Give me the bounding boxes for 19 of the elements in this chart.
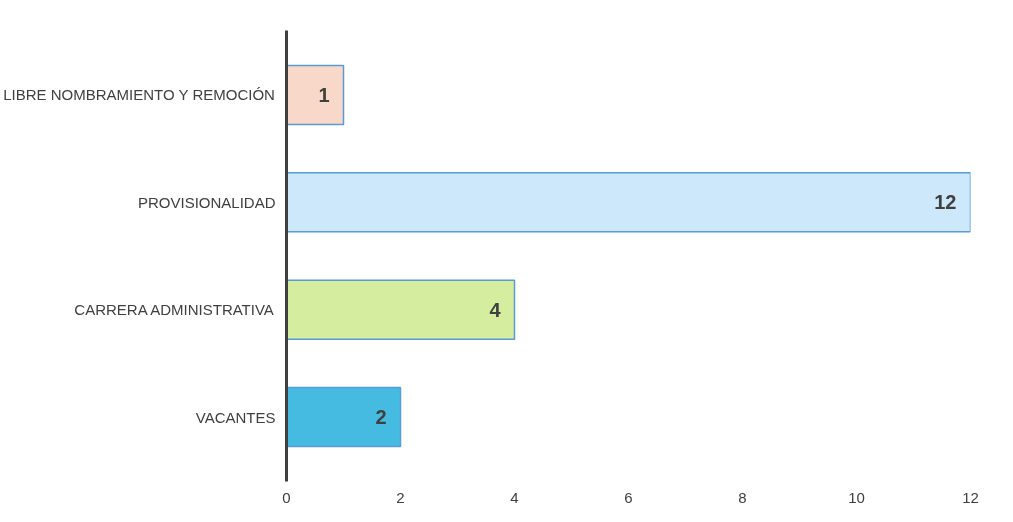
data-label: 2 (375, 406, 387, 429)
bar (286, 172, 971, 233)
y-tick-label: CARRERA ADMINISTRATIVA (74, 301, 274, 319)
y-tick-label: LIBRE NOMBRAMIENTO Y REMOCIÓN (3, 86, 275, 104)
x-tick-label: 8 (738, 488, 747, 506)
bar (286, 64, 345, 126)
y-tick-label: PROVISIONALIDAD (137, 193, 276, 211)
x-tick-label: 10 (848, 488, 865, 506)
data-label: 4 (489, 298, 502, 321)
bar (286, 279, 516, 340)
data-label: 12 (934, 191, 957, 214)
x-tick-label: 12 (962, 488, 979, 506)
x-tick-label: 4 (510, 488, 519, 506)
x-tick-label: 0 (282, 488, 291, 506)
data-label: 1 (318, 83, 330, 106)
y-tick-label: VACANTES (195, 408, 276, 426)
x-tick-label: 6 (624, 488, 633, 506)
x-tick-label: 2 (396, 488, 405, 506)
bar (286, 386, 402, 448)
